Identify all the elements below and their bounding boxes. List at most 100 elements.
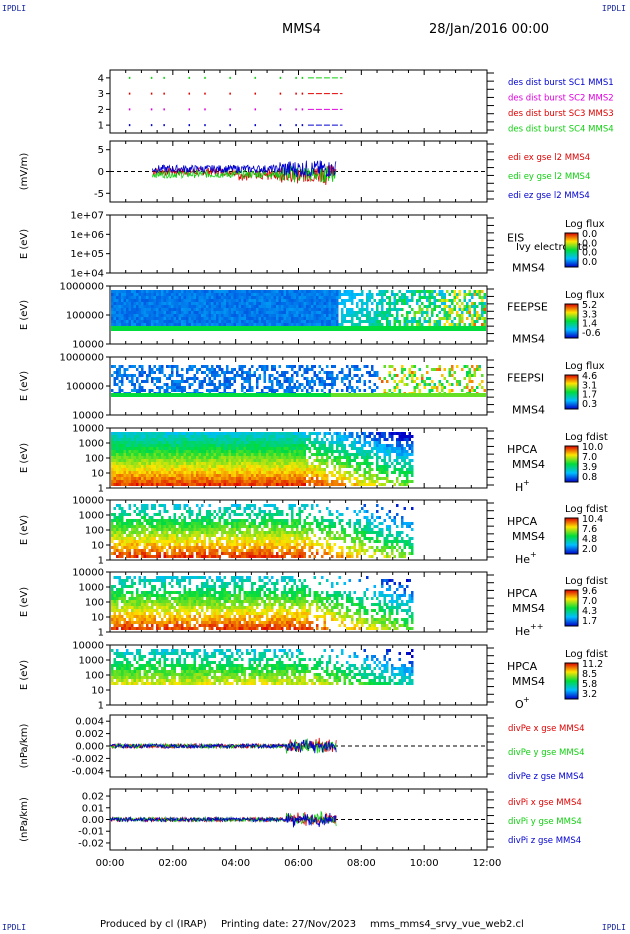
- panel-hpca-h-cell: [111, 444, 114, 447]
- panel-hpca-h-cell: [383, 468, 386, 471]
- panel-feepsi-cell: [423, 393, 426, 397]
- panel-feepse-cell: [218, 314, 221, 317]
- panel-feepse-cell: [176, 299, 179, 302]
- panel-feepse-cell: [253, 320, 256, 323]
- panel-hpca-h-cell: [283, 447, 286, 450]
- panel-hpca-h-cell: [203, 474, 206, 477]
- panel-feepse-cell: [431, 290, 434, 293]
- panel-feepse-cell: [191, 299, 194, 302]
- panel-hpca-h-cell: [196, 444, 199, 447]
- panel-hpca-h-cell: [281, 477, 284, 480]
- panel-hpca-h-cell: [353, 447, 356, 450]
- panel-feepse-cell: [188, 305, 191, 308]
- panel-hpca-h-cell: [158, 474, 161, 477]
- panel-hpca-h-cell: [323, 453, 326, 456]
- panel-hpca-h-cell: [321, 477, 324, 480]
- panel-feepse-cell: [226, 302, 229, 305]
- panel-feepsi-cell: [328, 383, 331, 386]
- panel-hpca-h-cell: [336, 483, 339, 486]
- panel-feepse-cell: [178, 302, 181, 305]
- panel-hpca-h-cell: [151, 450, 154, 453]
- panel-feepsi-cell: [128, 393, 131, 397]
- panel-hpca-h-cell: [173, 474, 176, 477]
- panel-feepse-cell: [161, 290, 164, 293]
- panel-feepsi-cell: [328, 393, 331, 397]
- panel-feepsi-cell: [116, 371, 119, 374]
- panel-hpca-h-cell: [298, 474, 301, 477]
- panel-feepsi-cell: [393, 393, 396, 397]
- panel-hpca-h-cell: [158, 450, 161, 453]
- panel-feepse-cell: [196, 299, 199, 302]
- panel-feepsi-cell: [243, 386, 246, 389]
- panel-feepse-cell: [328, 290, 331, 293]
- panel-hpca-h-cell: [338, 465, 341, 468]
- panel-feepse-cell: [206, 323, 209, 326]
- panel-hpca-h-cell: [376, 465, 379, 468]
- panel-hpca-h-cell: [181, 477, 184, 480]
- panel-feepse-cell: [173, 302, 176, 305]
- panel-hpca-h-cell: [166, 471, 169, 474]
- panel-feepse-cell: [481, 299, 484, 302]
- panel-feepse-cell: [463, 293, 466, 296]
- panel-feepse-cell: [283, 290, 286, 293]
- panel-hpca-h-cell: [176, 435, 179, 438]
- panel-hpca-h-cell: [241, 444, 244, 447]
- panel-hpca-h-cell: [183, 453, 186, 456]
- panel-feepsi-cell: [218, 380, 221, 383]
- panel-hpca-h-cell: [248, 468, 251, 471]
- panel-feepse-cell: [228, 305, 231, 308]
- panel-hpca-h-cell: [121, 450, 124, 453]
- panel-des-dist-legend-3: des dist burst SC4 MMS4: [508, 125, 614, 135]
- panel-feepse-cell: [476, 320, 479, 323]
- panel-feepse-cell: [198, 311, 201, 314]
- panel-feepse-cell: [426, 305, 429, 308]
- panel-feepse-cell: [208, 305, 211, 308]
- panel-feepse-cell: [328, 308, 331, 311]
- panel-hpca-h-cell: [166, 453, 169, 456]
- panel-feepse-cell: [146, 311, 149, 314]
- panel-hpca-h-cell: [361, 450, 364, 453]
- panel-feepsi-cell: [308, 393, 311, 397]
- panel-feepse-cell: [291, 305, 294, 308]
- panel-feepse-cell: [301, 311, 304, 314]
- panel-feepse-cell: [291, 323, 294, 326]
- panel-feepse-cell: [473, 305, 476, 308]
- panel-hpca-h-cell: [293, 450, 296, 453]
- panel-hpca-h-cell: [356, 447, 359, 450]
- panel-feepsi-cell: [326, 374, 329, 377]
- panel-hpca-h-cell: [338, 468, 341, 471]
- panel-hpca-h-cell: [353, 456, 356, 459]
- panel-feepse-cell: [348, 293, 351, 296]
- panel-hpca-h-cell: [261, 444, 264, 447]
- panel-feepsi-cell: [208, 389, 211, 392]
- panel-feepsi-cell: [228, 393, 231, 397]
- panel-feepse-cell: [436, 305, 439, 308]
- panel-hpca-h-cell: [286, 456, 289, 459]
- panel-feepsi-cell: [183, 380, 186, 383]
- panel-feepsi-cell: [178, 386, 181, 389]
- panel-hpca-h-cell: [163, 459, 166, 462]
- panel-hpca-h-cell: [148, 453, 151, 456]
- panel-hpca-h-cell: [338, 435, 341, 438]
- panel-feepse-cell: [286, 290, 289, 293]
- panel-feepse-cell: [311, 296, 314, 299]
- panel-hpca-h-cell: [291, 468, 294, 471]
- panel-hpca-h-cell: [203, 447, 206, 450]
- panel-hpca-h-cell: [338, 483, 341, 486]
- panel-hpca-h-cell: [173, 435, 176, 438]
- panel-hpca-h-cell: [188, 444, 191, 447]
- panel-feepsi-cell: [411, 365, 414, 368]
- panel-hpca-h-cell: [343, 456, 346, 459]
- panel-feepse-cell: [206, 320, 209, 323]
- panel-hpca-h-cell: [326, 459, 329, 462]
- panel-feepse-cell: [393, 320, 396, 323]
- panel-hpca-h-cell: [336, 447, 339, 450]
- panel-feepse-cell: [363, 320, 366, 323]
- panel-feepse-cell: [311, 311, 314, 314]
- panel-hpca-h-cell: [136, 456, 139, 459]
- panel-feepsi-cell: [178, 393, 181, 397]
- panel-feepse-cell: [441, 293, 444, 296]
- panel-hpca-h-cell: [261, 480, 264, 483]
- panel-feepsi-cell: [183, 393, 186, 397]
- panel-hpca-h-cell: [211, 465, 214, 468]
